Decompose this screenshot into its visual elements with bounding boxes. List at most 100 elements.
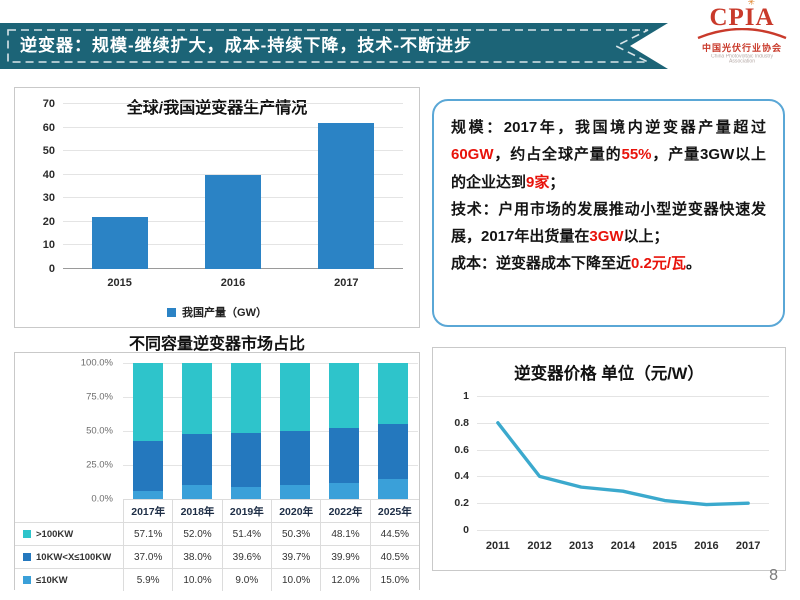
segment->100KW — [230, 363, 261, 433]
gridline — [123, 397, 418, 398]
x-tick-label: 2016 — [694, 540, 719, 552]
gridline — [123, 431, 418, 432]
segment->100KW — [132, 363, 163, 441]
table-value-cell: 38.0% — [172, 545, 222, 568]
stacked-bar-slot — [369, 363, 418, 499]
x-tick-label: 2016 — [220, 277, 246, 289]
gridline — [63, 173, 403, 175]
segment-≤10KW — [329, 482, 360, 499]
cpia-subtitle-cn: 中国光伏行业协会 — [701, 43, 782, 53]
stacked-bar-2017年 — [132, 363, 163, 499]
cpia-logo-mark: ✳ CPIA — [696, 0, 788, 40]
table-cell-blank — [15, 499, 123, 522]
table-value-cell: 12.0% — [320, 568, 370, 591]
sun-icon: ✳ — [747, 0, 756, 7]
y-tick-label: 75.0% — [86, 391, 113, 403]
gridline — [477, 449, 769, 451]
y-tick-label: 0 — [463, 524, 469, 536]
bar-2016 — [205, 174, 261, 269]
y-tick-label: 60 — [42, 121, 55, 134]
table-value-cell: 10.0% — [172, 568, 222, 591]
stacked-bar-2025年 — [378, 363, 409, 499]
segment->100KW — [329, 363, 360, 429]
table-value-cell: 39.6% — [221, 545, 271, 568]
stacked-bar-slot — [172, 363, 221, 499]
price-x-axis: 2011 2012 2013 2014 2015 2016 2017 — [477, 540, 769, 556]
capacity-plot: 0.0% 25.0% 50.0% 75.0% 100.0% — [81, 358, 418, 505]
table-value-cell: 39.7% — [270, 545, 321, 568]
x-tick-label: 2014 — [610, 540, 636, 552]
summary-text-box: 规模：2017年，我国境内逆变器产量超过60GW，约占全球产量的55%，产量3G… — [432, 99, 785, 327]
legend-swatch — [23, 576, 31, 584]
y-tick-label: 40 — [42, 168, 55, 181]
table-year-header: 2019年 — [221, 499, 271, 522]
y-tick-label: 0.4 — [454, 470, 469, 483]
y-tick-label: 0 — [48, 263, 55, 275]
y-tick-label: 1 — [463, 390, 469, 402]
segment-≤10KW — [378, 478, 409, 499]
production-legend: 我国产量（GW） — [15, 304, 419, 320]
gridline — [63, 103, 403, 104]
gridline — [123, 363, 418, 364]
gridline — [477, 396, 769, 397]
table-year-header: 2018年 — [172, 499, 222, 522]
table-row: >100KW 57.1% 52.0% 51.4% 50.3% 48.1% 44.5% — [15, 522, 419, 545]
table-row: 10KW<X≤100KW 37.0% 38.0% 39.6% 39.7% 39.9% 40.… — [15, 545, 419, 568]
series-label: >100KW — [15, 522, 123, 545]
bar-2015 — [91, 217, 148, 269]
cpia-subtitle-en: China Photovoltaic Industry Association — [710, 54, 774, 65]
legend-swatch — [23, 553, 31, 561]
y-tick-label: 100.0% — [80, 357, 113, 369]
segment-10KW<X≤100KW — [280, 431, 311, 486]
price-plot: 0 0.2 0.4 0.6 0.8 1 — [454, 390, 769, 536]
bar-2017 — [318, 122, 375, 269]
y-tick-label: 20 — [42, 215, 55, 228]
segment-10KW<X≤100KW — [230, 432, 261, 487]
y-tick-label: 0.2 — [454, 497, 469, 510]
summary-paragraph: 技术：户用市场的发展推动小型逆变器快速发展，2017年出货量在3GW以上； — [451, 200, 766, 246]
gridline — [477, 476, 769, 478]
y-tick-label: 30 — [42, 192, 55, 205]
x-tick-label: 2017 — [334, 277, 359, 289]
production-plot: 0 10 20 30 40 50 60 70 — [43, 98, 403, 275]
ribbon-dashed-border — [7, 29, 649, 63]
table-row: ≤10KW 5.9% 10.0% 9.0% 10.0% 12.0% 15.0% — [15, 568, 419, 591]
page-number: 8 — [769, 567, 778, 584]
table-value-cell: 37.0% — [123, 545, 173, 568]
table-year-header: 2020年 — [270, 499, 321, 522]
segment-≤10KW — [181, 485, 212, 499]
stacked-bar-slot — [271, 363, 320, 499]
x-tick-label: 2012 — [527, 540, 552, 552]
stacked-bar-2020年 — [280, 363, 311, 499]
table-value-cell: 52.0% — [172, 522, 222, 545]
capacity-chart-panel: 0.0% 25.0% 50.0% 75.0% 100.0% 2017年 2018年 2019… — [14, 352, 420, 591]
table-value-cell: 10.0% — [270, 568, 321, 591]
y-tick-label: 50 — [42, 145, 55, 158]
stacked-bar-slot — [123, 363, 172, 499]
x-tick-label: 2015 — [107, 277, 132, 289]
table-value-cell: 40.5% — [369, 545, 419, 568]
stacked-bar-2018年 — [181, 363, 212, 499]
segment->100KW — [378, 363, 409, 424]
capacity-table-header: 2017年 2018年 2019年 2020年 2022年 2025年 — [15, 499, 419, 522]
segment->100KW — [280, 363, 311, 432]
title-ribbon: 逆变器：规模-继续扩大，成本-持续下降，技术-不断进步 — [0, 23, 668, 69]
gridline — [63, 126, 403, 128]
summary-paragraph: 成本：逆变器成本下降至近0.2元/瓦。 — [451, 255, 702, 273]
series-name: ≤10KW — [36, 574, 68, 586]
stacked-bar-slot — [221, 363, 270, 499]
gridline — [63, 150, 403, 152]
segment-≤10KW — [280, 485, 311, 499]
table-value-cell: 51.4% — [221, 522, 271, 545]
table-value-cell: 50.3% — [270, 522, 321, 545]
y-tick-label: 0.6 — [454, 443, 469, 456]
series-name: >100KW — [36, 528, 74, 540]
segment-≤10KW — [132, 490, 163, 499]
production-chart-panel: 全球/我国逆变器生产情况 0 10 20 30 40 50 60 70 2015 2016 201… — [14, 87, 420, 328]
production-legend-label: 我国产量（GW） — [182, 307, 267, 319]
legend-swatch — [23, 530, 31, 538]
gridline — [477, 422, 769, 424]
table-value-cell: 9.0% — [221, 568, 271, 591]
table-value-cell: 57.1% — [123, 522, 173, 545]
